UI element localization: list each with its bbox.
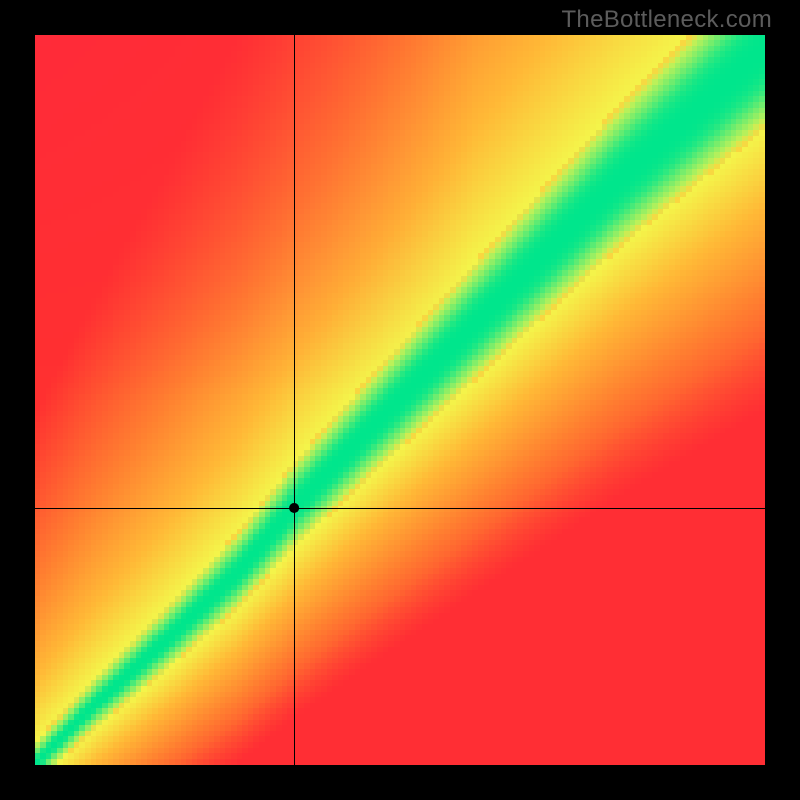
chart-container: TheBottleneck.com (0, 0, 800, 800)
watermark-text: TheBottleneck.com (561, 6, 772, 34)
heatmap-canvas (35, 35, 765, 765)
